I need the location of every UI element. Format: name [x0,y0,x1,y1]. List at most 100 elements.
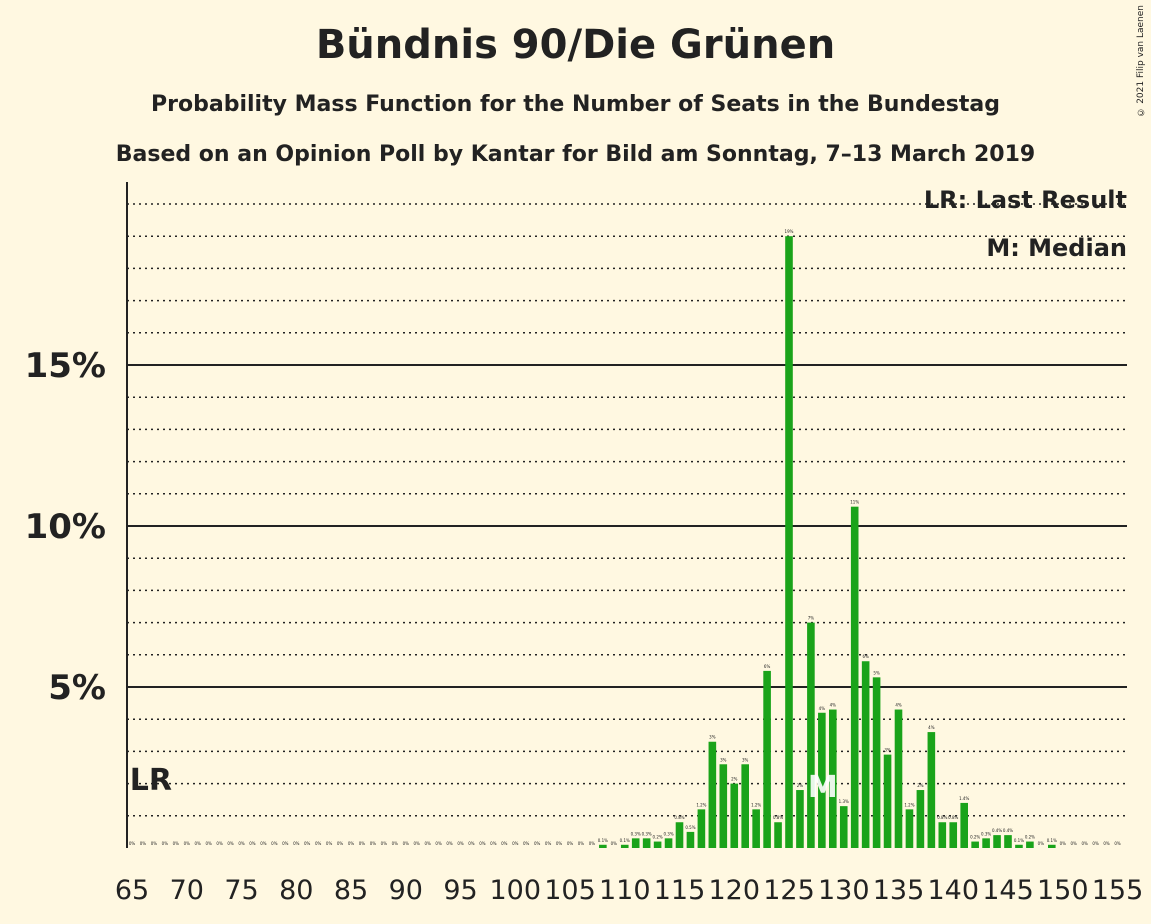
value-label: 0% [216,841,223,846]
x-tick-label: 155 [1092,875,1144,906]
bar-seat-115 [675,822,684,848]
value-label: 0% [1092,841,1099,846]
value-label: 0% [195,841,202,846]
value-label: 1.4% [959,796,969,801]
x-tick-label: 130 [818,875,870,906]
x-tick-label: 125 [763,875,815,906]
value-label: 0% [523,841,530,846]
value-label: 4% [830,703,837,708]
x-tick-label: 65 [115,875,149,906]
bar-seat-149 [1048,844,1056,848]
x-tick-label: 140 [927,875,979,906]
value-label: 0% [359,841,366,846]
value-label: 0.3% [631,831,641,836]
value-label: 0% [1114,841,1121,846]
value-label: 0.1% [620,838,630,843]
x-tick-label: 75 [224,875,258,906]
x-tick-label: 115 [654,875,706,906]
bar-seat-131 [850,506,859,848]
value-label: 0% [403,841,410,846]
value-label: 0.1% [1047,838,1057,843]
bar-seat-117 [697,809,706,848]
value-label: 0% [227,841,234,846]
value-label: 0% [348,841,355,846]
value-label: 0% [249,841,256,846]
value-label: 19% [785,229,794,234]
value-label: 3% [709,735,716,740]
value-label: 1.3% [839,799,849,804]
value-label: 0.2% [653,835,663,840]
value-label: 0.3% [981,831,991,836]
bar-seat-122 [752,809,760,848]
value-label: 1.2% [904,802,914,807]
bar-seat-132 [861,661,870,848]
value-label: 0.8% [948,815,958,820]
chart-subtitle: Probability Mass Function for the Number… [151,92,1000,117]
x-tick-label: 95 [443,875,477,906]
value-label: 0% [1071,841,1078,846]
value-label: 0% [304,841,311,846]
value-label: 0% [1038,841,1045,846]
value-label: 4% [895,703,902,708]
x-tick-label: 110 [599,875,651,906]
gridlines [127,203,1127,817]
x-tick-label: 145 [982,875,1034,906]
value-label: 11% [850,500,859,505]
bar-seat-124 [774,822,782,848]
x-tick-label: 150 [1037,875,1089,906]
bar-seat-144 [993,835,1001,848]
value-label: 0% [446,841,453,846]
y-tick-label: 10% [25,507,106,547]
x-axis-ticks: 65 70 75 80 85 90 95 100 105 110 115 120 125 130 135 14… [115,875,1143,906]
bar-seat-146 [1015,844,1023,848]
value-label: 0% [457,841,464,846]
x-tick-label: 90 [389,875,423,906]
value-label: 0% [173,841,180,846]
bar-seat-108 [599,844,607,848]
value-label: 0% [337,841,344,846]
value-label: 0.8% [773,815,783,820]
x-tick-label: 70 [170,875,204,906]
legend-median: M: Median [986,234,1127,262]
value-label: 0.4% [992,828,1002,833]
bar-seat-136 [905,809,914,848]
value-label: 0% [129,841,136,846]
bar-seat-129 [829,709,837,848]
last-result-marker: LR [130,763,172,798]
value-label: 0% [1060,841,1067,846]
bar-seat-110 [620,844,629,848]
bar-seat-119 [719,764,728,848]
value-label: 0% [293,841,300,846]
value-label: 0.1% [598,838,608,843]
value-label: 0% [611,841,618,846]
value-label: 6% [764,664,771,669]
value-label: 0.2% [970,835,980,840]
value-label: 1.2% [696,802,706,807]
value-label: 0% [140,841,147,846]
value-label: 0% [578,841,585,846]
value-label: 0.8% [937,815,947,820]
value-label: 0% [479,841,486,846]
value-label: 0% [512,841,519,846]
value-label: 2% [917,783,924,788]
bar-seat-111 [631,838,640,848]
y-tick-label: 5% [48,668,106,708]
markers: LR M [130,763,838,805]
bars [599,236,1056,848]
value-labels: 0% 0% 0% 0% 0% 0% 0% 0% 0% 0% 0% 0% 0% 0% 0% 0% 0% 0% 0% 0%… [129,229,1121,846]
value-label: 0% [162,841,169,846]
x-tick-label: 85 [334,875,368,906]
value-label: 0% [282,841,289,846]
bar-seat-130 [839,806,848,848]
value-label: 0% [392,841,399,846]
value-label: 0% [151,841,158,846]
value-label: 0.4% [1003,828,1013,833]
value-label: 0% [1103,841,1110,846]
bar-seat-135 [894,709,903,848]
value-label: 0% [589,841,596,846]
bar-seat-137 [916,790,925,848]
value-label: 2% [731,777,738,782]
bar-seat-113 [653,841,662,848]
value-label: 0% [468,841,475,846]
